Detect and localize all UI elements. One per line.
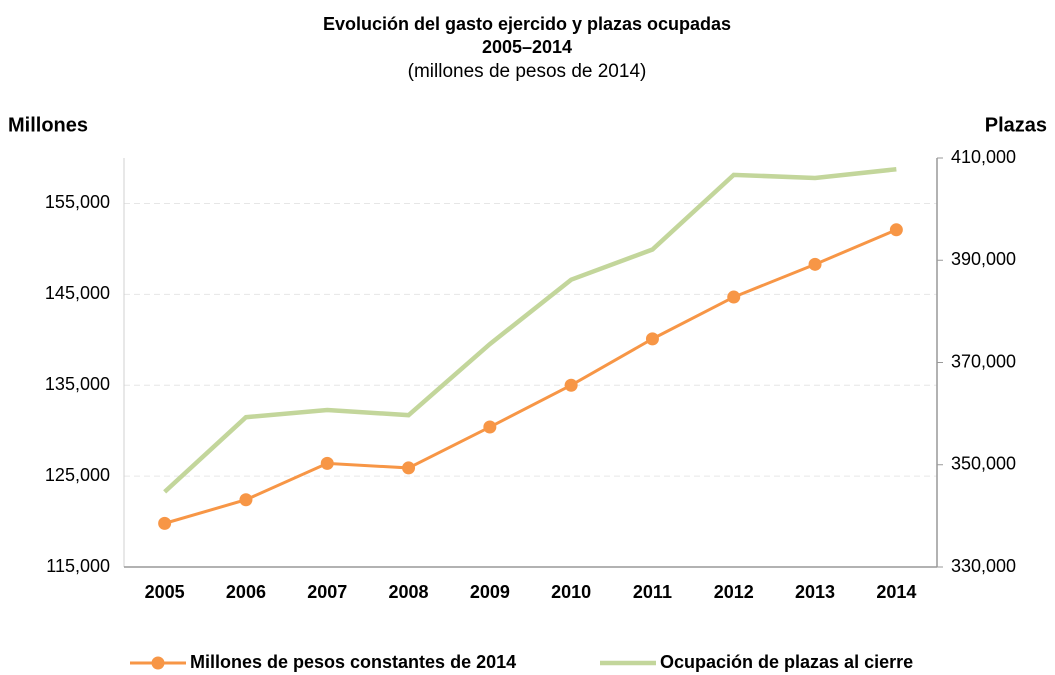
- x-tick-label: 2005: [145, 582, 185, 602]
- point: [564, 378, 578, 392]
- y-axis-label: Millones: [8, 114, 88, 136]
- legend-marker: [151, 656, 165, 670]
- x-tick-label: 2008: [389, 582, 429, 602]
- y2-tick-label: 330,000: [951, 556, 1016, 576]
- legend-label: Ocupación de plazas al cierre: [660, 652, 913, 672]
- chart-title: Evolución del gasto ejercido y plazas oc…: [323, 14, 731, 34]
- y2-tick-label: 350,000: [951, 454, 1016, 474]
- y-tick-label: 125,000: [45, 465, 110, 485]
- series-line: [163, 167, 897, 494]
- x-tick-label: 2010: [551, 582, 591, 602]
- legend-label: Millones de pesos constantes de 2014: [190, 652, 516, 672]
- point: [239, 493, 253, 507]
- chart-title-line2: 2005–2014: [482, 37, 572, 57]
- x-tick-label: 2009: [470, 582, 510, 602]
- point: [727, 290, 741, 304]
- y2-axis-label: Plazas: [985, 114, 1047, 136]
- x-tick-label: 2014: [876, 582, 916, 602]
- x-tick-label: 2013: [795, 582, 835, 602]
- x-tick-label: 2006: [226, 582, 266, 602]
- series-line: [164, 228, 897, 525]
- y-tick-label: 115,000: [46, 556, 110, 576]
- point: [158, 516, 172, 530]
- point: [645, 332, 659, 346]
- x-tick-label: 2007: [307, 582, 347, 602]
- chart-subtitle: (millones de pesos de 2014): [408, 61, 647, 82]
- point: [320, 456, 334, 470]
- y-tick-label: 145,000: [45, 283, 110, 303]
- y2-tick-label: 410,000: [951, 147, 1016, 167]
- x-tick-label: 2012: [714, 582, 754, 602]
- y2-tick-label: 370,000: [951, 351, 1016, 371]
- point: [402, 461, 416, 475]
- point: [808, 257, 822, 271]
- point: [889, 223, 903, 237]
- point: [483, 420, 497, 434]
- y-tick-label: 135,000: [45, 374, 110, 394]
- x-tick-label: 2011: [633, 582, 672, 602]
- y-tick-label: 155,000: [45, 192, 110, 212]
- y2-tick-label: 390,000: [951, 249, 1016, 269]
